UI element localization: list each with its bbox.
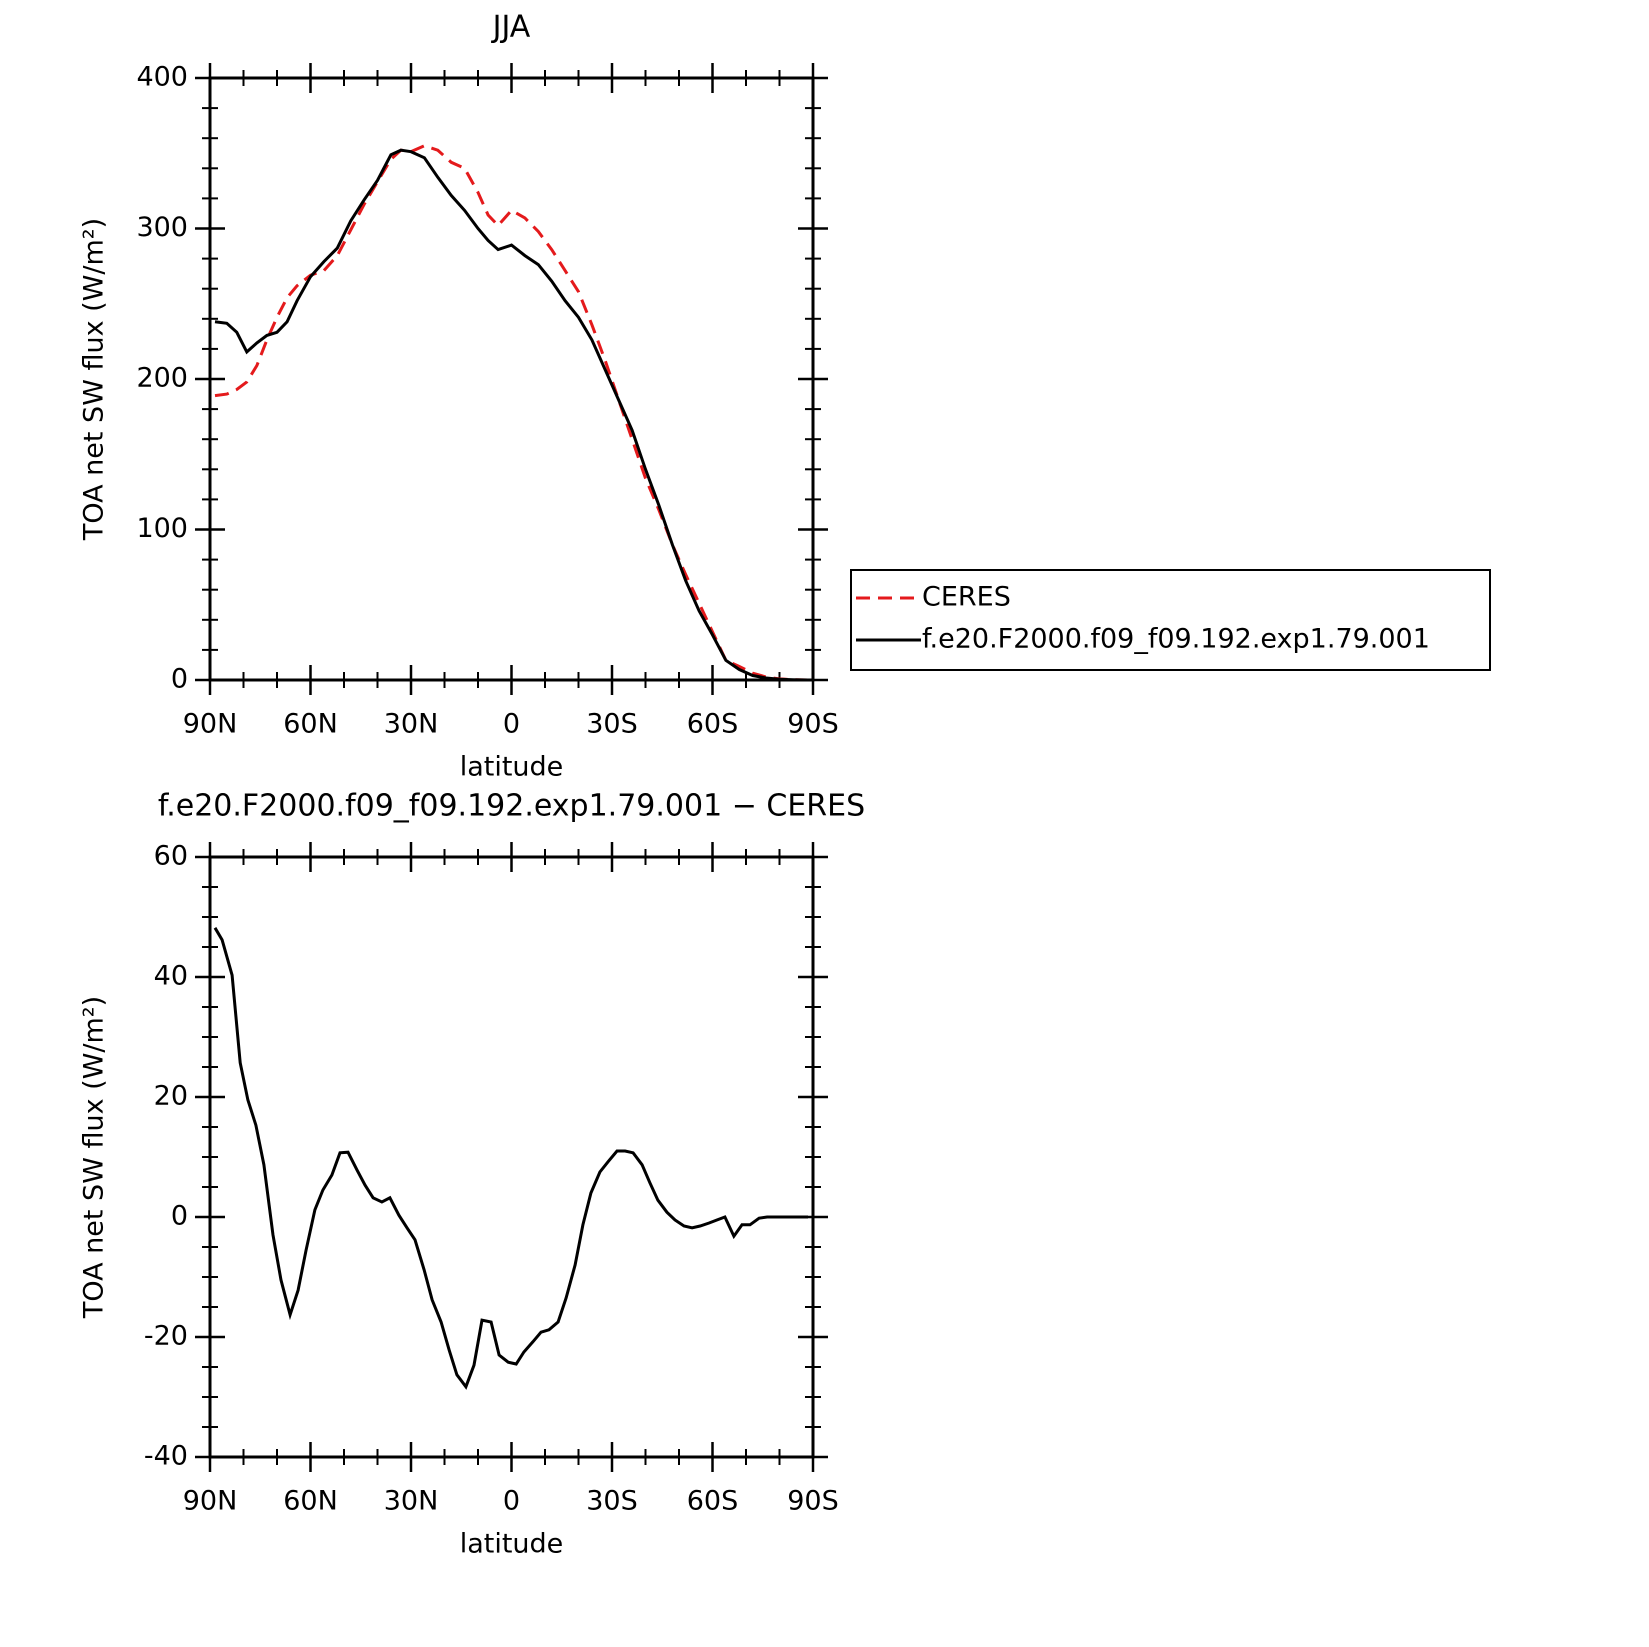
series-line	[214, 144, 809, 682]
chart-title: JJA	[491, 10, 531, 45]
y-tick-label: 100	[136, 513, 188, 544]
series-line	[214, 148, 809, 682]
x-tick-label: 60N	[283, 1486, 338, 1517]
y-tick-label: 40	[154, 961, 188, 992]
plot-frame	[208, 855, 815, 1459]
y-tick-label: 200	[136, 363, 188, 394]
y-axis-title: TOA net SW flux (W/m²)	[79, 218, 110, 541]
x-tick-label: 60N	[283, 709, 338, 740]
legend-label: CERES	[922, 582, 1011, 613]
x-axis-title: latitude	[460, 752, 564, 783]
plot-frame	[208, 76, 815, 682]
x-tick-label: 60S	[687, 709, 739, 740]
legend-label: f.e20.F2000.f09_f09.192.exp1.79.001	[922, 624, 1430, 655]
y-tick-label: 60	[154, 841, 188, 872]
y-tick-label: -20	[144, 1321, 188, 1352]
legend-box	[850, 569, 1491, 671]
x-tick-label: 90N	[183, 709, 238, 740]
x-tick-label: 30N	[384, 709, 439, 740]
x-tick-label: 90S	[787, 1486, 839, 1517]
x-tick-label: 90S	[787, 709, 839, 740]
x-tick-label: 90N	[183, 1486, 238, 1517]
x-tick-label: 30S	[586, 1486, 638, 1517]
x-tick-label: 30S	[586, 709, 638, 740]
chart-title: f.e20.F2000.f09_f09.192.exp1.79.001 − CE…	[158, 789, 865, 824]
x-tick-label: 30N	[384, 1486, 439, 1517]
x-tick-label: 0	[503, 1486, 520, 1517]
series-line	[213, 927, 808, 1390]
y-tick-label: -40	[144, 1441, 188, 1472]
y-tick-label: 20	[154, 1081, 188, 1112]
x-tick-label: 0	[503, 709, 520, 740]
x-tick-label: 60S	[687, 1486, 739, 1517]
y-axis-title: TOA net SW flux (W/m²)	[79, 996, 110, 1319]
y-tick-label: 400	[136, 62, 188, 93]
y-tick-label: 0	[171, 1201, 188, 1232]
x-axis-title: latitude	[460, 1529, 564, 1560]
y-tick-label: 0	[171, 664, 188, 695]
y-tick-label: 300	[136, 212, 188, 243]
